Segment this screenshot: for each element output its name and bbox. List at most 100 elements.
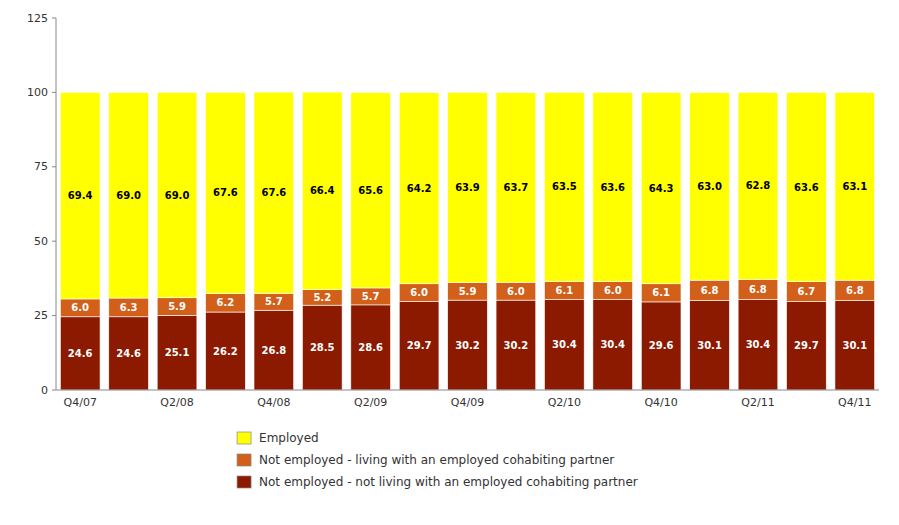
bar-segment	[109, 93, 149, 298]
legend-swatch	[237, 476, 251, 488]
bar-segment	[593, 282, 633, 300]
bar-segment	[544, 92, 584, 281]
bar-segment	[835, 280, 875, 300]
data-label: 30.1	[697, 340, 722, 351]
data-label: 5.2	[313, 292, 331, 303]
data-label: 63.7	[504, 182, 529, 193]
bar-segment	[641, 302, 681, 390]
data-label: 6.7	[798, 286, 816, 297]
bar-segment	[593, 92, 633, 281]
data-label: 5.9	[168, 301, 186, 312]
bar-segment	[496, 282, 536, 300]
bar-segment	[351, 288, 391, 305]
chart-container: 24.624.625.126.226.828.528.629.730.230.2…	[0, 0, 899, 525]
bar-segment	[206, 312, 246, 390]
bar-segment	[351, 305, 391, 390]
bar-segment	[787, 92, 827, 281]
bar-segment	[254, 293, 294, 310]
bar-segment	[690, 93, 730, 280]
legend: EmployedNot employed - living with an em…	[237, 431, 638, 489]
data-label: 62.8	[746, 180, 771, 191]
data-label: 30.2	[504, 340, 529, 351]
data-label: 6.1	[555, 285, 573, 296]
y-tick	[52, 390, 56, 391]
y-tick-label: 0	[41, 384, 48, 397]
bar-segment	[206, 92, 246, 293]
y-tick	[52, 241, 56, 242]
bar-segment	[109, 298, 149, 317]
bar-segment	[544, 300, 584, 390]
data-label: 5.7	[362, 291, 380, 302]
data-label: 69.0	[116, 190, 141, 201]
data-label: 63.6	[794, 182, 819, 193]
data-label: 6.8	[701, 285, 719, 296]
x-tick-label: Q2/09	[354, 396, 387, 409]
legend-label: Not employed - living with an employed c…	[259, 453, 614, 467]
y-tick-label: 50	[34, 235, 48, 248]
data-label: 66.4	[310, 185, 335, 196]
data-label: 29.7	[407, 340, 432, 351]
data-label: 5.7	[265, 296, 283, 307]
bar-segment	[60, 299, 100, 317]
bar-segment	[157, 298, 197, 316]
data-label: 6.8	[846, 285, 864, 296]
data-label: 30.2	[455, 340, 480, 351]
bar-segment	[399, 93, 439, 284]
data-label: 28.6	[358, 342, 383, 353]
y-tick	[52, 92, 56, 93]
x-axis-line	[56, 390, 879, 391]
y-tick	[52, 18, 56, 19]
data-label: 63.0	[697, 181, 722, 192]
data-label: 6.0	[604, 285, 622, 296]
y-tick-label: 75	[34, 160, 48, 173]
data-label: 63.1	[842, 181, 867, 192]
data-label: 24.6	[68, 348, 93, 359]
data-label: 30.4	[746, 339, 771, 350]
data-label: 6.8	[749, 284, 767, 295]
data-label: 6.0	[410, 287, 428, 298]
bar-segment	[835, 92, 875, 280]
data-label: 29.6	[649, 340, 674, 351]
bar-segment	[109, 317, 149, 390]
bar-segment	[399, 284, 439, 302]
data-label: 6.3	[120, 302, 138, 313]
bar-segment	[351, 93, 391, 288]
bar-segment	[690, 300, 730, 390]
bar-segment	[496, 93, 536, 283]
bar-segment	[254, 92, 294, 293]
data-label: 67.6	[213, 187, 238, 198]
x-tick-label: Q4/09	[451, 396, 484, 409]
data-label: 6.1	[652, 287, 670, 298]
data-label: 26.8	[262, 345, 287, 356]
bar-segment	[60, 317, 100, 390]
x-tick-label: Q4/11	[838, 396, 871, 409]
x-tick-label: Q4/08	[257, 396, 290, 409]
data-label: 69.4	[68, 190, 93, 201]
data-label: 67.6	[262, 187, 287, 198]
data-label: 6.0	[507, 286, 525, 297]
bar-segment	[157, 92, 197, 297]
bar-segment	[399, 302, 439, 390]
x-tick-label: Q2/10	[548, 396, 581, 409]
y-tick-label: 25	[34, 309, 48, 322]
bar-segment	[787, 302, 827, 390]
y-tick	[52, 315, 56, 316]
data-label: 30.4	[600, 339, 625, 350]
x-tick-label: Q2/11	[741, 396, 774, 409]
data-label: 63.5	[552, 181, 577, 192]
bar-segment	[157, 315, 197, 390]
bar-segment	[787, 282, 827, 302]
chart: 24.624.625.126.226.828.528.629.730.230.2…	[0, 0, 899, 525]
bar-segment	[60, 92, 100, 299]
y-axis-line	[56, 18, 57, 390]
data-label: 28.5	[310, 342, 335, 353]
bar-segment	[302, 290, 342, 305]
bar-segment	[302, 92, 342, 290]
legend-swatch	[237, 454, 251, 466]
data-label: 30.4	[552, 339, 577, 350]
bar-segment	[448, 300, 488, 390]
bar-segment	[302, 305, 342, 390]
bar-segment	[738, 92, 778, 279]
data-label: 5.9	[459, 286, 477, 297]
bar-segment	[690, 280, 730, 300]
